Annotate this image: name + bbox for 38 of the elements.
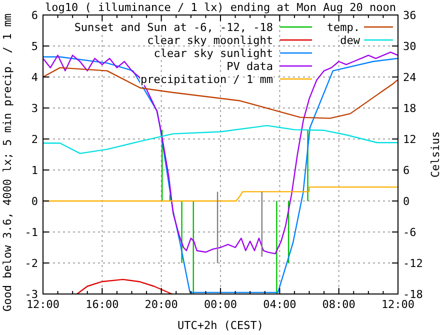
x-axis-title: UTC+2h (CEST) bbox=[177, 319, 264, 332]
x-tick-label: 16:00 bbox=[86, 298, 119, 311]
y2-tick-label: 18 bbox=[403, 102, 416, 115]
legend-label: dew bbox=[340, 34, 360, 47]
y-tick-label: 3 bbox=[31, 102, 38, 115]
y2-tick-label: -6 bbox=[403, 226, 416, 239]
y2-tick-label: -18 bbox=[403, 288, 423, 301]
x-tick-label: 08:00 bbox=[322, 298, 356, 311]
legend-label: clear sky moonlight bbox=[147, 34, 273, 47]
x-tick-label: 00:00 bbox=[204, 298, 238, 311]
legend-label: precipitation / 1 mm bbox=[140, 73, 274, 86]
legend-label: temp. bbox=[326, 21, 360, 34]
legend-label: clear sky sunlight bbox=[154, 47, 273, 60]
y2-tick-label: 30 bbox=[403, 40, 416, 53]
y-tick-label: 2 bbox=[31, 133, 38, 146]
y-axis-title: Good below 3.6, 4000 lx; 5 min precip. / 1 mm bbox=[1, 13, 14, 312]
y-tick-label: 4 bbox=[31, 71, 38, 84]
x-tick-label: 20:00 bbox=[144, 298, 178, 311]
y2-tick-label: 0 bbox=[403, 195, 410, 208]
y-tick-label: 5 bbox=[31, 40, 38, 53]
y2-axis-title: Celsius bbox=[429, 131, 442, 178]
y2-tick-label: -12 bbox=[403, 257, 423, 270]
chart-title: log10 ( illuminance / 1 lx) ending at Mon Aug 20 noon bbox=[45, 1, 396, 14]
legend-label: Sunset and Sun at -6, -12, -18 bbox=[74, 21, 273, 34]
y-tick-label: -3 bbox=[24, 288, 38, 301]
y-tick-label: -2 bbox=[24, 257, 38, 270]
y-tick-label: 1 bbox=[31, 164, 38, 177]
y2-tick-label: 6 bbox=[403, 164, 410, 177]
y2-tick-label: 12 bbox=[403, 133, 416, 146]
x-tick-label: 12:00 bbox=[26, 298, 60, 311]
y-tick-label: -1 bbox=[24, 226, 38, 239]
x-tick-label: 04:00 bbox=[263, 298, 296, 311]
legend-label: PV data bbox=[226, 60, 273, 73]
x-tick-label: 12:00 bbox=[381, 298, 415, 311]
y-tick-label: 6 bbox=[31, 9, 38, 22]
y2-tick-label: 36 bbox=[403, 9, 416, 22]
y2-tick-label: 24 bbox=[403, 71, 417, 84]
y-tick-label: 0 bbox=[31, 195, 38, 208]
